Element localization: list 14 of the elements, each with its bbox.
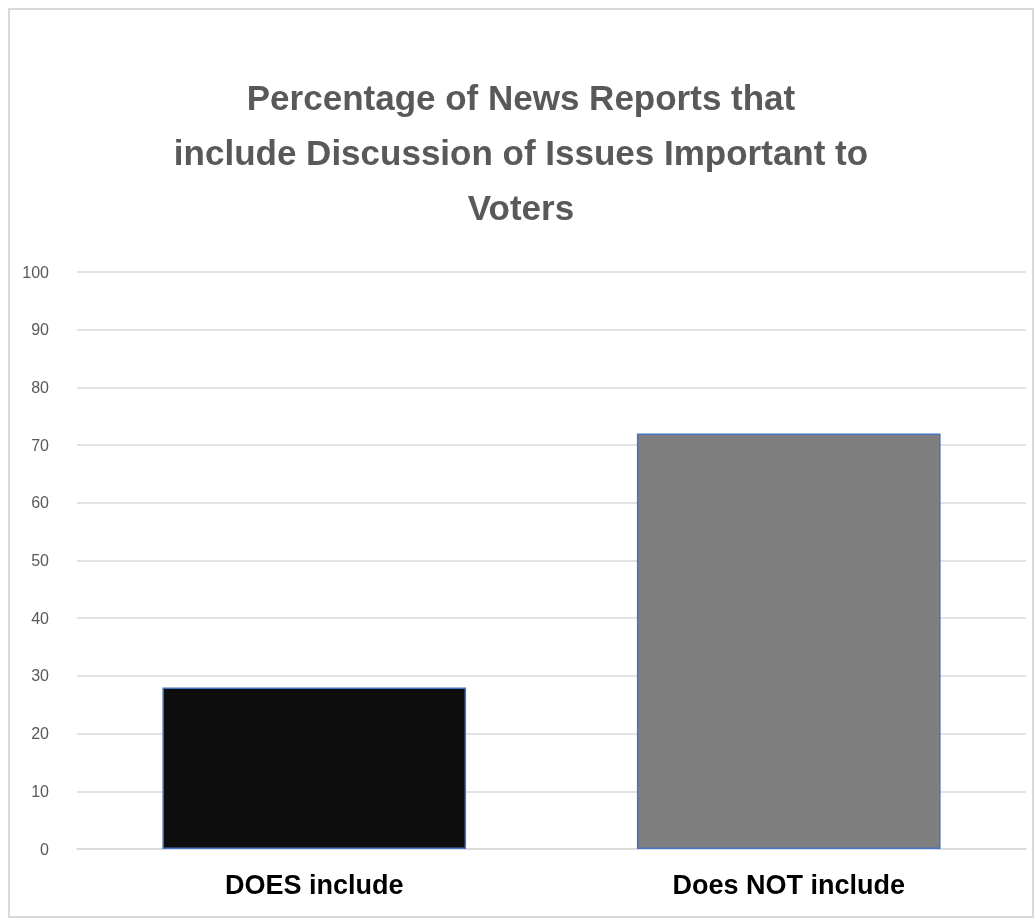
x-tick-label: DOES include <box>224 869 404 900</box>
chart-title: Percentage of News Reports that include Discussion of Issues Important to Voters <box>173 78 869 227</box>
y-tick-label: 100 <box>22 263 50 281</box>
y-tick-label: 10 <box>31 782 50 800</box>
y-tick-label: 0 <box>40 840 50 858</box>
y-tick-label: 50 <box>31 552 50 569</box>
y-tick-label: 20 <box>31 725 50 743</box>
y-tick-label: 80 <box>31 378 50 396</box>
y-tick-label: 40 <box>31 609 50 627</box>
y-tick-label: 70 <box>31 436 50 454</box>
y-tick-label: 90 <box>31 321 50 339</box>
y-tick-label: 60 <box>31 494 50 512</box>
y-tick-label: 30 <box>31 667 50 685</box>
x-tick-label: Does NOT include <box>672 869 906 900</box>
